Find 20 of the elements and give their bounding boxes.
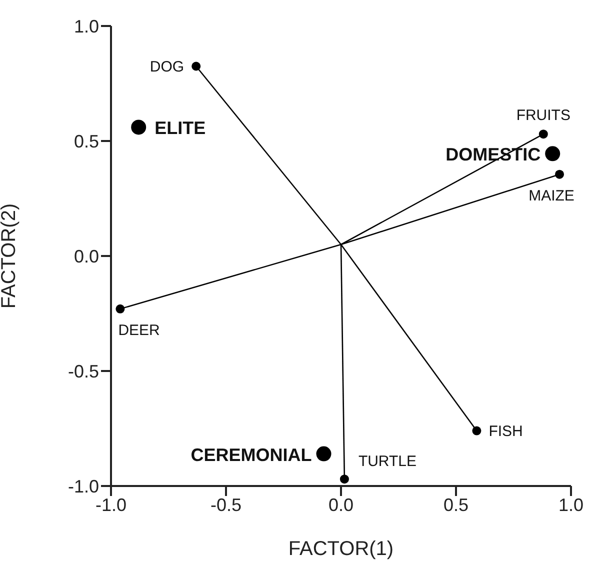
annotation: DEER (118, 322, 160, 339)
y-axis-title: FACTOR(2) (0, 203, 20, 309)
x-tick-label: 0.0 (328, 494, 354, 515)
y-tick-label: 0.5 (74, 131, 99, 152)
annotation: FISH (488, 422, 523, 440)
y-tick-label: -0.5 (68, 361, 99, 382)
annotation: TURTLE (358, 453, 417, 470)
y-tick-label: 1.0 (74, 16, 99, 36)
y-tick-label: 0.0 (74, 246, 99, 266)
annotation: FRUITS (516, 107, 570, 124)
x-tick-label: -0.5 (210, 494, 242, 515)
annotation: ELITE (154, 118, 206, 138)
x-tick-label: 0.5 (443, 494, 469, 515)
y-tick-label: -1.0 (68, 476, 99, 496)
annotation: CEREMONIAL (190, 444, 312, 465)
x-tick-label: -1.0 (95, 494, 127, 515)
x-tick-label: 1.0 (558, 494, 584, 515)
x-axis-title: FACTOR(1) (288, 538, 394, 560)
annotation: MAIZE (528, 187, 574, 204)
annotation: DOG (150, 58, 184, 76)
